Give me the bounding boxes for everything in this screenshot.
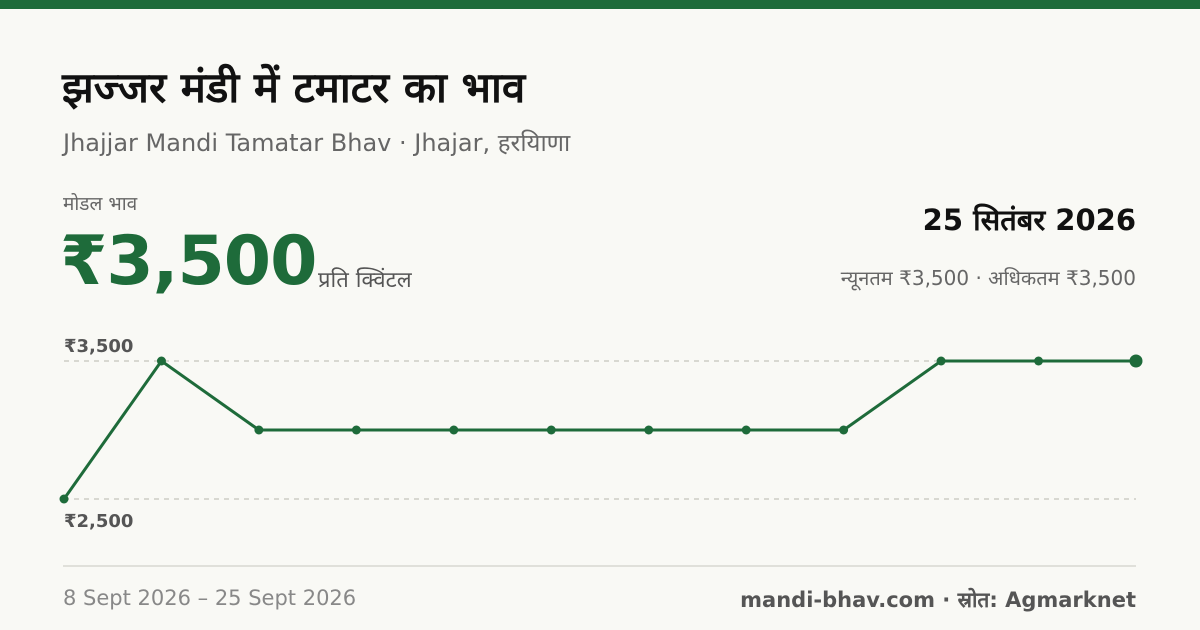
page-title: झज्जर मंडी में टमाटर का भाव <box>62 63 526 112</box>
footer-divider <box>63 565 1136 567</box>
data-point <box>1129 354 1143 368</box>
top-accent-bar <box>0 0 1200 9</box>
y-tick-label: ₹2,500 <box>64 511 133 532</box>
data-point <box>741 425 751 435</box>
data-point <box>644 425 654 435</box>
data-point <box>449 425 459 435</box>
data-point <box>59 494 69 504</box>
data-point <box>936 356 946 366</box>
data-point <box>254 425 264 435</box>
price-value: ₹3,500 <box>60 222 317 301</box>
y-tick-label: ₹3,500 <box>64 336 133 357</box>
price-range: न्यूनतम ₹3,500 · अधिकतम ₹3,500 <box>840 266 1136 290</box>
data-point <box>351 425 361 435</box>
data-point <box>546 425 556 435</box>
footer-source: mandi-bhav.com · स्रोत: Agmarknet <box>740 588 1136 612</box>
footer-date-range: 8 Sept 2026 – 25 Sept 2026 <box>63 586 357 610</box>
price-label: मोडल भाव <box>63 193 138 215</box>
price-series-line <box>62 359 1138 501</box>
price-unit: प्रति क्विंटल <box>318 268 412 293</box>
data-point <box>1034 356 1044 366</box>
page-subtitle: Jhajjar Mandi Tamatar Bhav · Jhajar, हरय… <box>63 129 571 157</box>
price-date: 25 सितंबर 2026 <box>922 203 1136 237</box>
data-point <box>839 425 849 435</box>
price-line-chart: ₹3,500 ₹2,500 <box>59 336 1143 532</box>
data-point <box>156 356 166 366</box>
